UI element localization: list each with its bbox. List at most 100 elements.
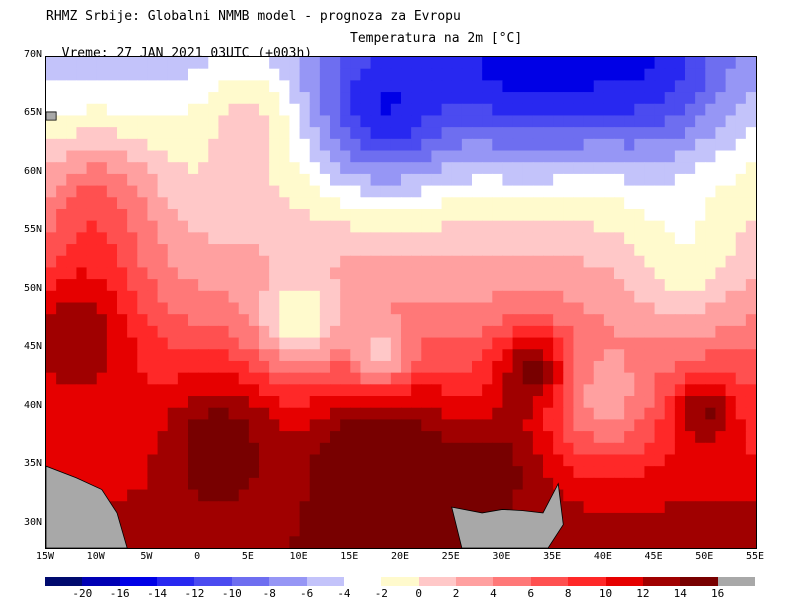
temperature-cell [380,244,392,257]
temperature-cell [411,115,422,128]
temperature-cell [624,185,635,198]
temperature-cell [319,138,331,152]
temperature-cell [117,208,128,222]
temperature-cell [512,162,524,175]
temperature-cell [330,489,341,502]
temperature-cell [248,279,260,292]
temperature-cell [248,162,260,175]
temperature-cell [76,138,88,152]
temperature-cell [451,372,463,385]
temperature-cell [127,442,138,456]
temperature-cell [188,419,199,432]
temperature-cell [421,419,433,432]
temperature-cell [218,431,230,444]
temperature-cell [218,138,230,152]
temperature-cell [451,431,463,444]
temperature-cell [370,349,382,362]
temperature-cell [380,127,392,140]
temperature-cell [563,349,575,362]
temperature-cell [603,407,615,421]
temperature-cell [401,512,412,526]
temperature-cell [624,232,635,245]
temperature-cell [401,185,412,198]
temperature-cell [279,524,291,537]
temperature-cell [198,92,209,105]
masked-region-iceland [46,111,57,121]
temperature-cell [543,57,554,70]
temperature-cell [543,349,554,362]
temperature-cell [705,314,717,327]
temperature-cell [340,360,351,374]
temperature-cell [208,431,220,444]
temperature-cell [583,68,595,81]
temperature-cell [66,127,78,140]
temperature-cell [86,349,98,362]
temperature-cell [451,349,463,362]
temperature-cell [117,267,128,280]
temperature-cell [269,68,280,81]
temperature-cell [654,349,666,362]
temperature-cell [654,220,666,233]
temperature-cell [421,173,433,187]
temperature-cell [319,536,331,548]
temperature-cell [492,290,504,304]
temperature-cell [674,454,686,467]
temperature-cell [512,173,524,187]
temperature-cell [96,80,108,93]
temperature-cell [451,232,463,245]
temperature-cell [299,512,311,526]
temperature-cell [340,232,351,245]
temperature-cell [624,325,635,339]
temperature-cell [461,255,473,269]
temperature-cell [127,127,138,140]
temperature-cell [228,162,240,175]
temperature-cell [177,115,189,128]
temperature-cell [644,255,656,269]
temperature-cell [46,185,57,198]
temperature-cell [259,454,270,467]
temperature-cell [218,524,230,537]
temperature-cell [563,512,575,526]
temperature-cell [350,442,362,456]
temperature-cell [674,127,686,140]
temperature-cell [705,536,717,548]
temperature-cell [157,68,169,81]
temperature-cell [177,255,189,269]
temperature-cell [674,197,686,210]
temperature-cell [644,138,656,152]
temperature-cell [431,524,443,537]
temperature-cell [532,220,544,233]
temperature-cell [532,302,544,315]
temperature-cell [350,477,362,491]
temperature-cell [218,501,230,514]
temperature-cell [208,466,220,479]
temperature-cell [664,407,676,421]
temperature-cell [461,360,473,374]
temperature-cell [553,396,564,409]
temperature-cell [319,349,331,362]
temperature-cell [634,419,646,432]
temperature-cell [198,325,209,339]
temperature-cell [543,489,554,502]
temperature-cell [147,466,159,479]
temperature-cell [573,524,585,537]
temperature-cell [188,115,199,128]
temperature-cell [330,360,341,374]
temperature-cell [431,360,443,374]
temperature-cell [735,477,747,491]
temperature-cell [289,290,301,304]
temperature-cell [725,325,737,339]
temperature-cell [522,419,534,432]
temperature-cell [330,244,341,257]
temperature-cell [289,349,301,362]
temperature-cell [56,407,67,421]
temperature-cell [370,267,382,280]
lat-tick-label: 40N [23,399,42,411]
temperature-cell [46,442,57,456]
temperature-cell [46,337,57,350]
temperature-cell [390,384,402,397]
temperature-cell [177,314,189,327]
temperature-cell [593,232,605,245]
temperature-cell [522,220,534,233]
temperature-cell [248,244,260,257]
